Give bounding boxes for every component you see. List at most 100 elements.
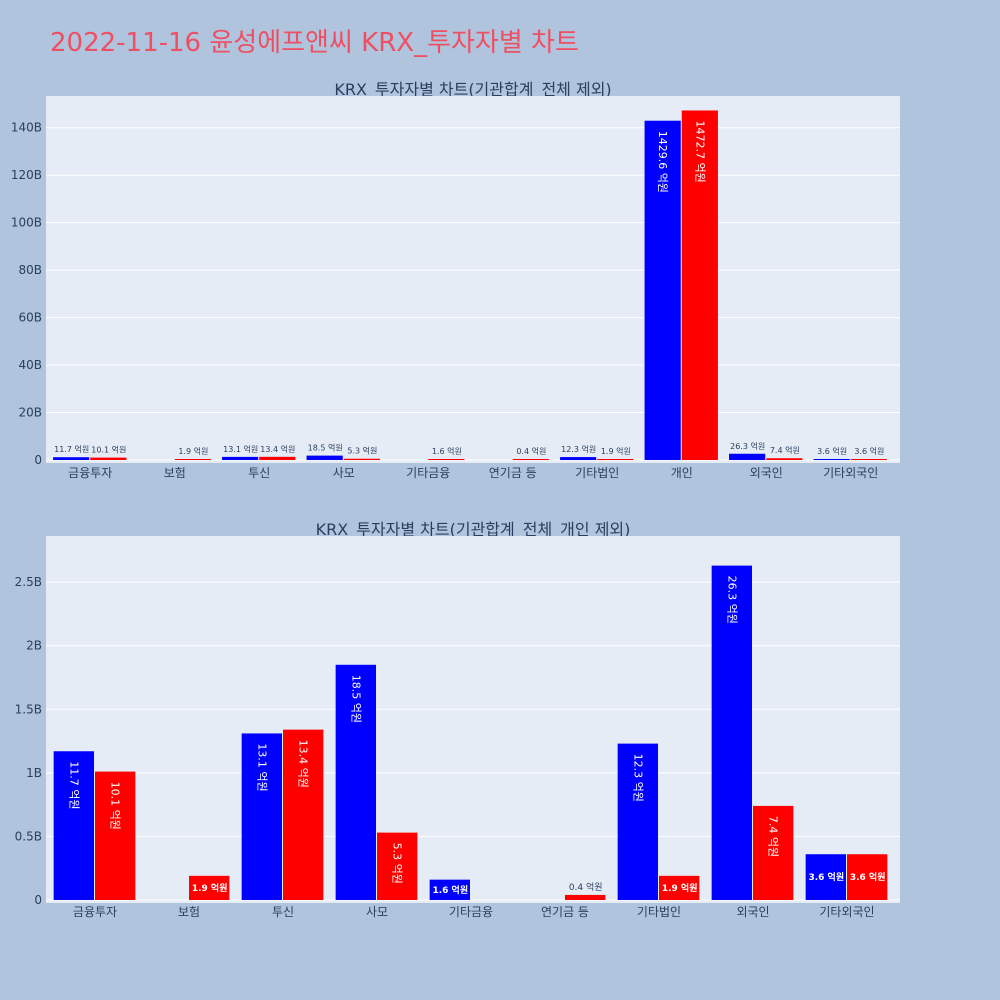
data-label: 7.4 억원: [770, 445, 800, 455]
bar: [805, 854, 846, 900]
y-tick-label: 1B: [26, 766, 42, 780]
data-label: 1.6 억원: [432, 446, 462, 456]
data-label: 0.4 억원: [569, 881, 603, 893]
data-label: 13.4 억원: [297, 740, 310, 788]
data-label: 1.9 억원: [601, 446, 631, 456]
x-tick-label: 보험: [164, 466, 186, 480]
data-label: 13.1 억원: [223, 444, 258, 454]
x-tick-label: 기타외국인: [819, 905, 874, 919]
bar: [95, 771, 136, 900]
data-label: 0.4 억원: [516, 446, 546, 456]
x-tick-label: 금융투자: [73, 905, 117, 919]
y-tick-label: 0: [34, 893, 42, 907]
chart-top: KRX_투자자별 차트(기관합계_전체 제외) 0 20B 40B 60B 80B 100…: [11, 80, 900, 480]
bar: [377, 832, 418, 900]
bar: [659, 875, 700, 900]
data-label: 13.1 억원: [255, 743, 268, 791]
data-label: 18.5 억원: [308, 443, 343, 453]
plot-area: [46, 96, 900, 463]
data-label: 3.6 억원: [850, 871, 886, 883]
y-tick-label: 120B: [11, 168, 42, 182]
data-label: 12.3 억원: [561, 444, 596, 454]
bar: [90, 457, 127, 460]
chart-bottom-title: KRX_투자자별 차트(기관합계_전체_개인 제외): [316, 520, 631, 540]
data-label: 10.1 억원: [109, 782, 122, 830]
bar: [259, 456, 296, 460]
chart-bottom: KRX_투자자별 차트(기관합계_전체_개인 제외) 0 0.5B 1B 1.5B 2B…: [15, 520, 900, 919]
y-tick-label: 100B: [11, 216, 42, 230]
bar: [560, 457, 597, 460]
bar: [565, 894, 606, 900]
y-tick-label: 1.5B: [15, 702, 42, 716]
bar: [241, 733, 282, 900]
y-tick-label: 0: [34, 453, 42, 467]
x-tick-label: 개인: [671, 466, 693, 480]
y-tick-label: 2B: [26, 639, 42, 653]
data-label: 5.3 억원: [391, 843, 404, 884]
data-label: 1429.6 억원: [656, 131, 669, 193]
bar: [53, 457, 90, 460]
x-tick-label: 연기금 등: [489, 466, 537, 480]
bar: [644, 120, 681, 461]
data-label: 1.9 억원: [662, 882, 698, 894]
bar: [617, 743, 658, 900]
chart-top-title: KRX_투자자별 차트(기관합계_전체 제외): [334, 80, 611, 100]
y-tick-label: 2.5B: [15, 575, 42, 589]
bar: [850, 459, 887, 460]
data-label: 1.9 억원: [178, 446, 208, 456]
x-tick-label: 사모: [333, 466, 355, 480]
x-tick-label: 기타금융: [406, 466, 450, 480]
bar: [222, 456, 259, 460]
x-tick-label: 연기금 등: [541, 905, 589, 919]
data-label: 11.7 억원: [54, 444, 89, 454]
y-tick-label: 40B: [18, 358, 42, 372]
x-tick-label: 보험: [178, 905, 200, 919]
bar: [343, 458, 380, 460]
data-label: 3.6 억원: [817, 446, 847, 456]
y-tick-label: 60B: [18, 311, 42, 325]
data-label: 3.6 억원: [854, 446, 884, 456]
x-tick-label: 금융투자: [68, 466, 112, 480]
bar: [429, 879, 470, 900]
x-tick-label: 외국인: [736, 905, 769, 919]
x-tick-label: 기타법인: [637, 905, 681, 919]
data-label: 1.9 억원: [192, 882, 228, 894]
bar: [766, 458, 803, 460]
x-tick-label: 사모: [366, 905, 388, 919]
x-tick-label: 투신: [272, 905, 294, 919]
bar: [53, 751, 94, 900]
x-tick-label: 외국인: [750, 466, 783, 480]
data-label: 1472.7 억원: [693, 120, 706, 182]
x-tick-label: 기타외국인: [823, 466, 878, 480]
data-label: 5.3 억원: [347, 446, 377, 456]
y-tick-label: 80B: [18, 263, 42, 277]
data-label: 13.4 억원: [260, 444, 295, 454]
data-label: 7.4 억원: [767, 816, 780, 857]
y-tick-label: 140B: [11, 121, 42, 135]
bar: [711, 565, 752, 900]
bar: [597, 459, 634, 460]
bar: [306, 455, 343, 460]
data-label: 26.3 억원: [725, 576, 738, 624]
y-tick-label: 0.5B: [15, 829, 42, 843]
bar: [681, 110, 718, 461]
bar: [729, 453, 766, 460]
bar: [283, 729, 324, 900]
x-tick-label: 기타법인: [575, 466, 619, 480]
bar: [174, 459, 211, 460]
data-label: 11.7 억원: [67, 761, 80, 809]
data-label: 1.6 억원: [432, 884, 468, 896]
bar: [335, 664, 376, 900]
bar: [189, 875, 230, 900]
page-title: 2022-11-16 윤성에프앤씨 KRX_투자자별 차트: [50, 28, 579, 58]
data-label: 26.3 억원: [730, 441, 765, 451]
data-label: 18.5 억원: [349, 675, 362, 723]
bar: [813, 459, 850, 460]
bar: [512, 459, 549, 460]
data-label: 3.6 억원: [808, 871, 844, 883]
y-tick-label: 20B: [18, 406, 42, 420]
data-label: 12.3 억원: [631, 754, 644, 802]
x-tick-label: 투신: [248, 466, 270, 480]
data-label: 10.1 억원: [91, 445, 126, 455]
